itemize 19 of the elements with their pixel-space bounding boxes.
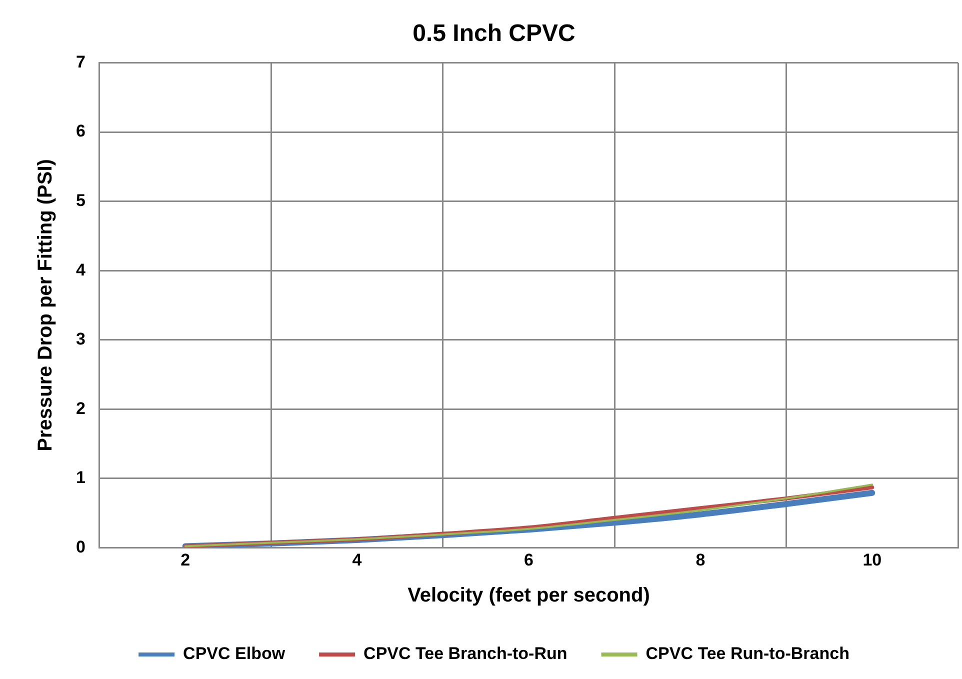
legend-label: CPVC Tee Run-to-Branch	[646, 644, 850, 664]
x-axis-title: Velocity (feet per second)	[408, 584, 650, 607]
y-axis-title: Pressure Drop per Fitting (PSI)	[34, 159, 57, 452]
x-tick-label: 8	[696, 550, 706, 570]
y-tick-label: 4	[76, 260, 86, 280]
x-tick-label: 10	[862, 550, 882, 570]
y-tick-label: 6	[76, 122, 86, 141]
legend-label: CPVC Tee Branch-to-Run	[364, 644, 568, 664]
chart-title: 0.5 Inch CPVC	[412, 20, 576, 48]
x-tick-label: 6	[524, 550, 534, 570]
x-tick-label: 4	[352, 550, 362, 570]
y-tick-label: 5	[76, 191, 86, 210]
y-tick-label: 1	[76, 468, 86, 488]
legend-label: CPVC Elbow	[183, 644, 286, 664]
x-tick-label: 2	[180, 550, 190, 570]
y-tick-label: 7	[76, 52, 86, 72]
y-tick-label: 3	[76, 330, 86, 349]
y-tick-label: 2	[76, 398, 86, 418]
y-tick-label: 0	[76, 537, 86, 556]
